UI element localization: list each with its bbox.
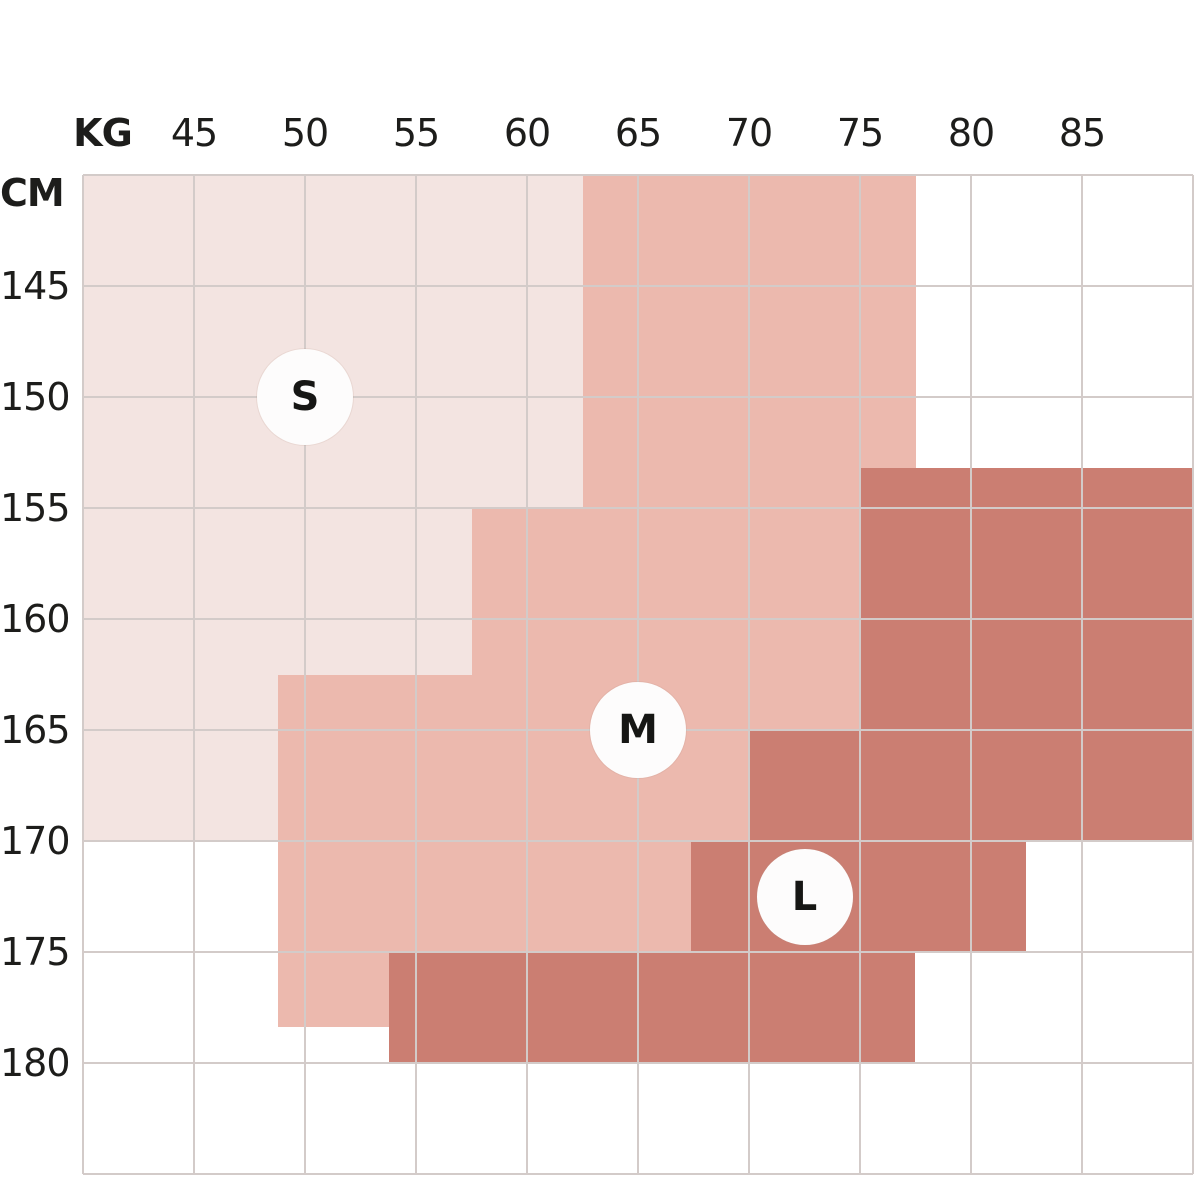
x-tick-label-55: 55 <box>392 111 440 155</box>
size-region-m-5 <box>278 841 692 952</box>
grid-line-x-55 <box>415 175 417 1174</box>
size-region-s-2 <box>83 674 279 841</box>
size-region-s-0 <box>83 175 583 508</box>
y-tick-label-160: 160 <box>0 597 71 641</box>
grid-border-left <box>82 175 84 1174</box>
x-tick-label-60: 60 <box>503 111 551 155</box>
grid-line-x-85 <box>1081 175 1083 1174</box>
grid-line-x-45 <box>193 175 195 1174</box>
grid-line-x-80 <box>970 175 972 1174</box>
y-tick-label-165: 165 <box>0 708 71 752</box>
y-axis-unit-label: CM <box>0 171 65 215</box>
badge-s: S <box>257 349 353 445</box>
x-tick-label-50: 50 <box>281 111 329 155</box>
badge-l: L <box>756 848 853 945</box>
grid-line-x-50 <box>304 175 306 1174</box>
y-tick-label-155: 155 <box>0 486 71 530</box>
grid-border-right <box>1192 175 1194 1174</box>
grid-line-y-150 <box>83 396 1193 398</box>
y-tick-label-150: 150 <box>0 375 71 419</box>
x-tick-label-75: 75 <box>836 111 884 155</box>
size-region-m-3 <box>278 674 860 730</box>
size-region-m-6 <box>278 952 390 1028</box>
size-region-l-0 <box>860 468 1193 730</box>
grid-border-bottom <box>83 1173 1193 1175</box>
y-tick-label-170: 170 <box>0 819 71 863</box>
y-tick-label-145: 145 <box>0 264 71 308</box>
size-region-s-1 <box>83 508 472 675</box>
y-tick-label-180: 180 <box>0 1041 71 1085</box>
grid-line-y-160 <box>83 618 1193 620</box>
grid-border-top <box>83 174 1193 176</box>
grid-line-y-155 <box>83 507 1193 509</box>
grid-line-x-70 <box>748 175 750 1174</box>
x-tick-label-85: 85 <box>1058 111 1106 155</box>
x-tick-label-80: 80 <box>947 111 995 155</box>
badge-m: M <box>590 682 686 778</box>
size-region-m-1 <box>582 468 860 508</box>
grid-line-y-180 <box>83 1062 1193 1064</box>
grid-line-x-75 <box>859 175 861 1174</box>
size-region-m-2 <box>471 508 860 675</box>
grid-line-y-145 <box>83 285 1193 287</box>
y-tick-label-175: 175 <box>0 930 71 974</box>
x-tick-label-45: 45 <box>170 111 218 155</box>
size-region-l-3 <box>389 952 916 1063</box>
grid-line-x-60 <box>526 175 528 1174</box>
grid-line-x-65 <box>637 175 639 1174</box>
x-axis-unit-label: KG <box>73 111 133 155</box>
x-tick-label-65: 65 <box>614 111 662 155</box>
grid-line-y-175 <box>83 951 1193 953</box>
grid-line-y-170 <box>83 840 1193 842</box>
x-tick-label-70: 70 <box>725 111 773 155</box>
